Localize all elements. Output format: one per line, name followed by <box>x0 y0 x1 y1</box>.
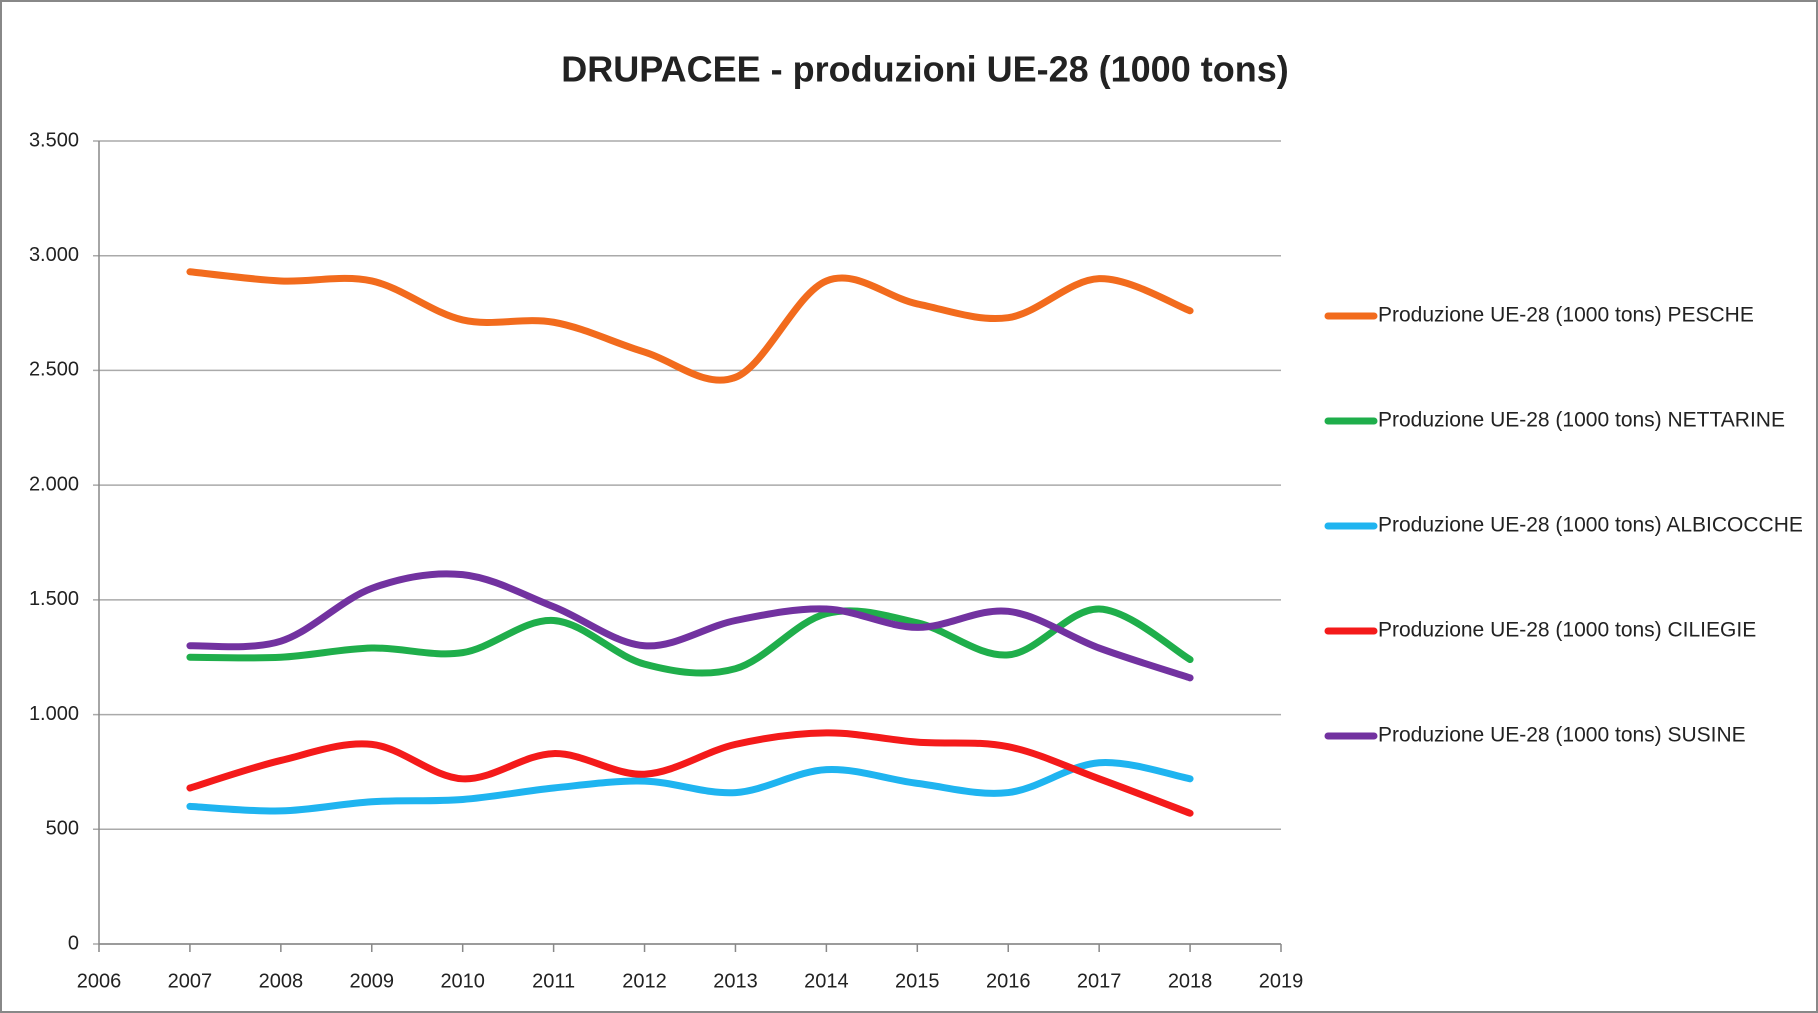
series-line <box>186 570 1194 682</box>
y-tick-label: 1.000 <box>29 703 79 725</box>
y-tick-label: 1.500 <box>29 588 79 610</box>
x-tick-label: 2007 <box>168 970 213 992</box>
legend-label: Produzione UE-28 (1000 tons) ALBICOCCHE <box>1378 514 1803 537</box>
series-line <box>186 268 1194 384</box>
x-tick-label: 2006 <box>77 970 122 992</box>
x-tick-label: 2012 <box>622 970 667 992</box>
legend-label: Produzione UE-28 (1000 tons) PESCHE <box>1378 304 1754 327</box>
series-line <box>186 759 1194 815</box>
x-tick-label: 2015 <box>895 970 940 992</box>
y-tick-label: 500 <box>46 818 79 840</box>
y-tick-label: 3.500 <box>29 129 79 151</box>
x-tick-label: 2010 <box>440 970 485 992</box>
x-tick-label: 2011 <box>532 970 575 992</box>
x-tick-label: 2017 <box>1077 970 1122 992</box>
y-tick-label: 2.500 <box>29 359 79 381</box>
legend-label: Produzione UE-28 (1000 tons) SUSINE <box>1378 724 1746 747</box>
x-tick-label: 2016 <box>986 970 1031 992</box>
x-tick-label: 2009 <box>350 970 395 992</box>
y-tick-label: 3.000 <box>29 244 79 266</box>
chart-title: DRUPACEE - produzioni UE-28 (1000 tons) <box>561 49 1288 90</box>
y-tick-label: 0 <box>68 932 79 954</box>
series-line <box>186 729 1194 817</box>
x-tick-label: 2008 <box>259 970 304 992</box>
x-tick-label: 2018 <box>1168 970 1213 992</box>
x-tick-label: 2013 <box>713 970 758 992</box>
series-line <box>186 605 1194 677</box>
x-tick-label: 2019 <box>1259 970 1304 992</box>
y-tick-label: 2.000 <box>29 473 79 495</box>
x-tick-label: 2014 <box>804 970 849 992</box>
legend-label: Produzione UE-28 (1000 tons) NETTARINE <box>1378 409 1785 432</box>
legend-label: Produzione UE-28 (1000 tons) CILIEGIE <box>1378 619 1756 642</box>
